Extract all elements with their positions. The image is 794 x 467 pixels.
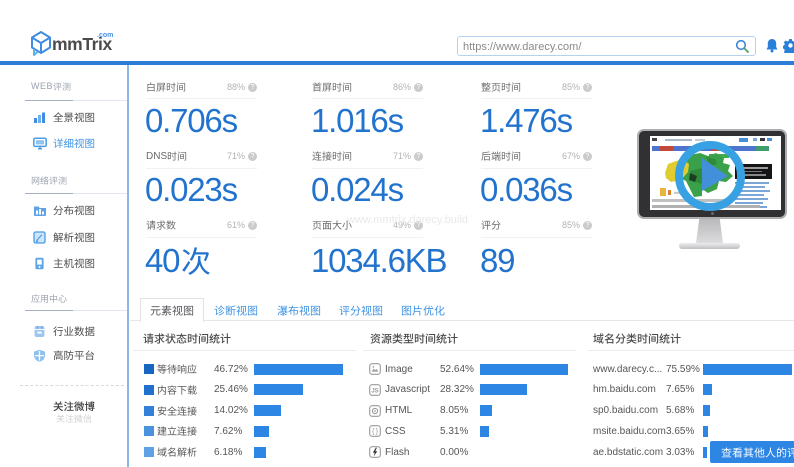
svg-text:{ }: { } (372, 429, 379, 436)
svg-text:JS: JS (371, 388, 378, 394)
